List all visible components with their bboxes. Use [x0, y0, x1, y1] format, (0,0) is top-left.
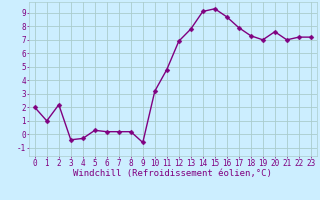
X-axis label: Windchill (Refroidissement éolien,°C): Windchill (Refroidissement éolien,°C) — [73, 169, 272, 178]
